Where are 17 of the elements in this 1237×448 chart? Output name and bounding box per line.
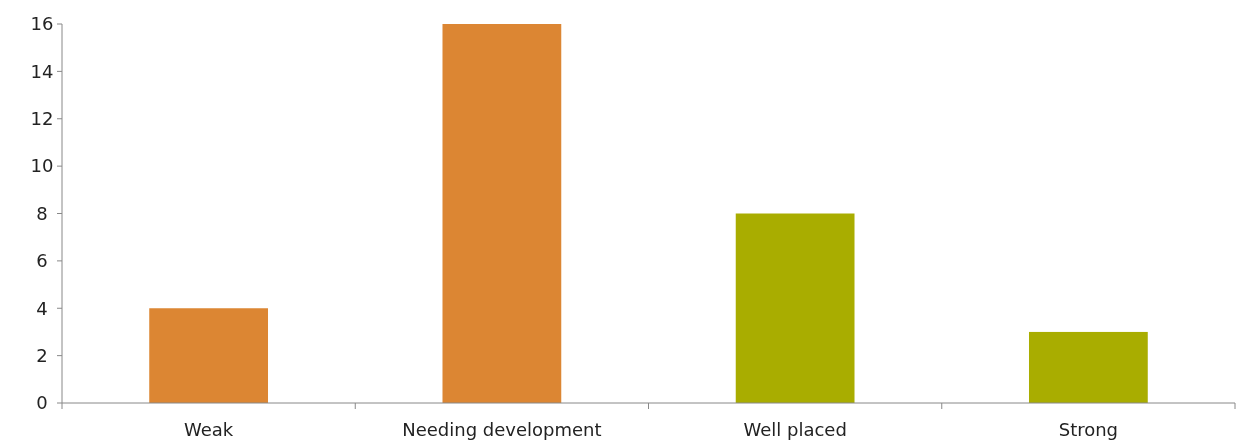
y-tick-label: 6 bbox=[36, 250, 48, 272]
x-tick-label: Strong bbox=[1058, 419, 1119, 440]
bar bbox=[442, 24, 562, 403]
y-tick-label: 12 bbox=[30, 108, 54, 130]
x-tick-label: Needing development bbox=[402, 419, 602, 440]
y-tick-label: 2 bbox=[36, 344, 48, 366]
x-tick-label: Weak bbox=[183, 419, 234, 440]
y-tick-label: 14 bbox=[30, 60, 54, 82]
y-tick-label: 8 bbox=[36, 202, 48, 224]
y-tick-label: 0 bbox=[36, 392, 48, 414]
x-tick-label: Well placed bbox=[743, 419, 847, 440]
bar bbox=[1028, 331, 1148, 403]
y-tick-label: 10 bbox=[30, 155, 54, 177]
y-tick-label: 16 bbox=[30, 13, 54, 35]
y-tick-label: 4 bbox=[36, 297, 48, 319]
bar bbox=[735, 213, 855, 403]
bar bbox=[149, 308, 269, 403]
